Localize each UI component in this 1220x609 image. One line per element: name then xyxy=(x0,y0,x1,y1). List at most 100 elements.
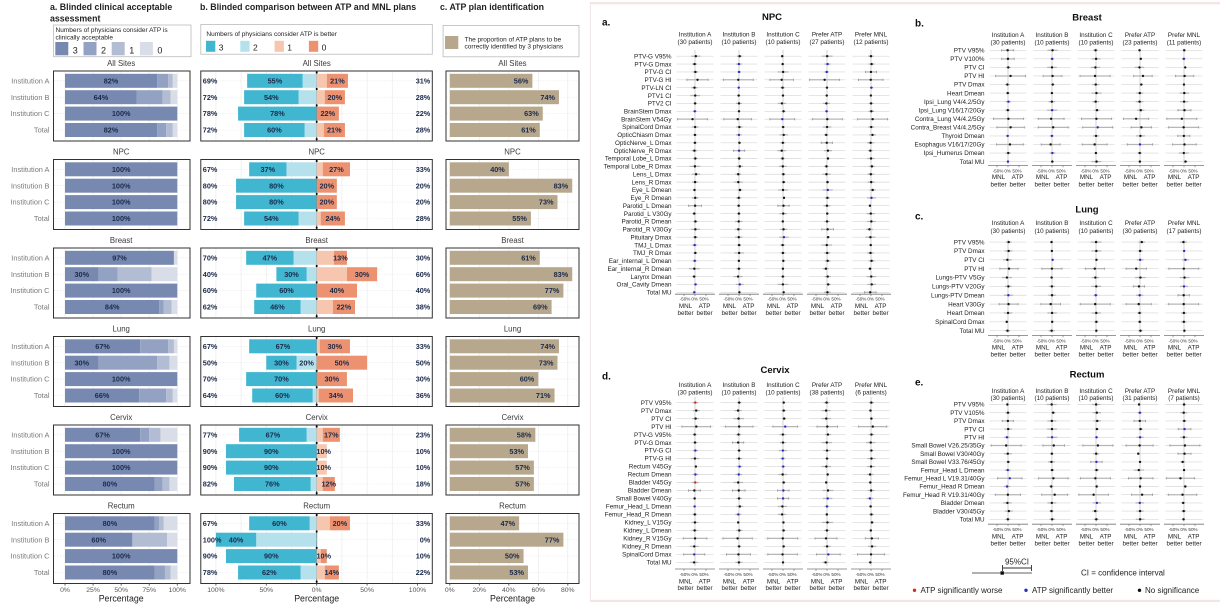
svg-text:34%: 34% xyxy=(329,391,344,400)
svg-text:MNL: MNL xyxy=(992,174,1006,181)
svg-text:Institution C: Institution C xyxy=(10,286,50,295)
svg-text:ATP: ATP xyxy=(1012,174,1024,181)
svg-text:50%: 50% xyxy=(505,552,520,561)
svg-text:100%: 100% xyxy=(112,447,131,456)
svg-text:30%: 30% xyxy=(355,270,370,279)
svg-text:90%: 90% xyxy=(264,447,279,456)
svg-text:Total: Total xyxy=(34,391,50,400)
svg-text:Institution C: Institution C xyxy=(1079,220,1113,227)
svg-text:better: better xyxy=(677,585,693,592)
svg-text:ATP: ATP xyxy=(743,579,755,586)
svg-text:Cervix: Cervix xyxy=(760,365,790,376)
svg-text:d.: d. xyxy=(602,372,611,383)
svg-text:77%: 77% xyxy=(545,286,560,295)
svg-text:TMJ_R Dmax: TMJ_R Dmax xyxy=(633,250,672,257)
svg-text:73%: 73% xyxy=(539,358,554,367)
svg-text:70%: 70% xyxy=(274,375,289,384)
svg-text:(30 patients): (30 patients) xyxy=(1122,228,1157,235)
svg-text:(30 patients): (30 patients) xyxy=(990,395,1025,402)
svg-text:71%: 71% xyxy=(536,391,551,400)
svg-text:Institution B: Institution B xyxy=(11,358,50,367)
svg-text:Total MU: Total MU xyxy=(960,328,985,335)
svg-text:0%: 0% xyxy=(312,587,322,594)
svg-text:40%: 40% xyxy=(203,270,218,279)
svg-text:OpticChiasm Dmax: OpticChiasm Dmax xyxy=(617,132,672,139)
svg-text:better: better xyxy=(765,585,781,592)
svg-text:90%: 90% xyxy=(264,463,279,472)
svg-text:10%: 10% xyxy=(416,463,431,472)
svg-text:22%: 22% xyxy=(337,303,352,312)
svg-text:2: 2 xyxy=(101,45,106,55)
svg-text:100%: 100% xyxy=(112,463,131,472)
svg-text:(10 patients): (10 patients) xyxy=(1034,40,1069,47)
svg-text:67%: 67% xyxy=(203,165,218,174)
svg-text:20%: 20% xyxy=(319,198,334,207)
svg-text:better: better xyxy=(1141,541,1157,548)
svg-text:Lungs-PTV V5Gy: Lungs-PTV V5Gy xyxy=(936,275,986,282)
svg-text:Prefer ATP: Prefer ATP xyxy=(812,31,842,38)
svg-text:67%: 67% xyxy=(203,342,218,351)
svg-text:Prefer ATP: Prefer ATP xyxy=(812,382,842,389)
svg-text:0%: 0% xyxy=(735,297,742,302)
svg-text:better: better xyxy=(1185,352,1201,359)
svg-text:MNL: MNL xyxy=(1036,345,1050,352)
svg-text:better: better xyxy=(990,541,1006,548)
svg-text:Institution B: Institution B xyxy=(11,181,50,190)
svg-text:53%: 53% xyxy=(509,568,524,577)
svg-text:assessment: assessment xyxy=(50,14,100,24)
svg-text:14%: 14% xyxy=(324,568,339,577)
svg-text:Rectum: Rectum xyxy=(499,502,526,511)
svg-text:30%: 30% xyxy=(274,358,289,367)
svg-text:Prefer MNL: Prefer MNL xyxy=(1168,32,1201,39)
svg-text:50%: 50% xyxy=(1100,168,1109,173)
svg-text:MNL: MNL xyxy=(811,303,825,310)
svg-text:All Sites: All Sites xyxy=(303,59,331,68)
svg-text:Temporal Lobe_L Dmax: Temporal Lobe_L Dmax xyxy=(605,156,672,163)
svg-text:Esophagus V16/17/20Gy: Esophagus V16/17/20Gy xyxy=(914,142,985,149)
svg-text:ATP: ATP xyxy=(743,303,755,310)
svg-text:Cervix: Cervix xyxy=(110,413,132,422)
svg-text:PTV-G V95%: PTV-G V95% xyxy=(634,53,672,60)
svg-text:20%: 20% xyxy=(472,587,486,594)
svg-text:50%: 50% xyxy=(743,572,752,577)
svg-text:Small Bowel V26.25/35Gy: Small Bowel V26.25/35Gy xyxy=(911,443,985,450)
svg-text:50%: 50% xyxy=(1056,527,1065,532)
svg-text:50%: 50% xyxy=(1188,527,1197,532)
svg-text:ATP: ATP xyxy=(1100,534,1112,541)
svg-text:Rectum Dmean: Rectum Dmean xyxy=(628,472,672,479)
svg-text:MNL: MNL xyxy=(1124,345,1138,352)
svg-text:better: better xyxy=(1185,541,1201,548)
svg-text:Institution C: Institution C xyxy=(766,31,800,38)
svg-text:Institution C: Institution C xyxy=(10,109,50,118)
svg-text:27%: 27% xyxy=(329,165,344,174)
svg-text:better: better xyxy=(1034,352,1050,359)
svg-text:ATP: ATP xyxy=(1100,174,1112,181)
svg-text:100%: 100% xyxy=(112,286,131,295)
svg-text:(10 patients): (10 patients) xyxy=(721,39,756,46)
svg-text:50%: 50% xyxy=(875,572,884,577)
svg-text:50%: 50% xyxy=(1056,168,1065,173)
svg-text:22%: 22% xyxy=(320,109,335,118)
svg-text:PTV V105%: PTV V105% xyxy=(950,410,985,417)
svg-text:50%: 50% xyxy=(1100,527,1109,532)
svg-text:90%: 90% xyxy=(203,552,218,561)
svg-text:better: better xyxy=(1097,352,1113,359)
svg-text:ATP significantly worse: ATP significantly worse xyxy=(921,586,1004,595)
svg-text:-50%: -50% xyxy=(680,572,691,577)
svg-text:50%: 50% xyxy=(699,572,708,577)
svg-text:-50%: -50% xyxy=(993,168,1004,173)
svg-text:Institution A: Institution A xyxy=(679,31,712,38)
svg-text:50%: 50% xyxy=(831,297,840,302)
svg-text:0%: 0% xyxy=(1048,527,1055,532)
svg-text:Institution B: Institution B xyxy=(723,31,756,38)
svg-text:95%CI: 95%CI xyxy=(1005,558,1029,567)
svg-text:(10 patients): (10 patients) xyxy=(1078,228,1113,235)
svg-text:(7 patients): (7 patients) xyxy=(1168,395,1200,402)
svg-text:MNL: MNL xyxy=(723,303,737,310)
svg-text:better: better xyxy=(990,181,1006,188)
svg-text:63%: 63% xyxy=(524,109,539,118)
svg-text:Parotid_R Dmean: Parotid_R Dmean xyxy=(621,219,672,226)
svg-text:50%: 50% xyxy=(114,587,128,594)
svg-text:Small Bowel V30/40Gy: Small Bowel V30/40Gy xyxy=(920,451,985,458)
svg-text:Bladder Dmean: Bladder Dmean xyxy=(941,500,985,507)
